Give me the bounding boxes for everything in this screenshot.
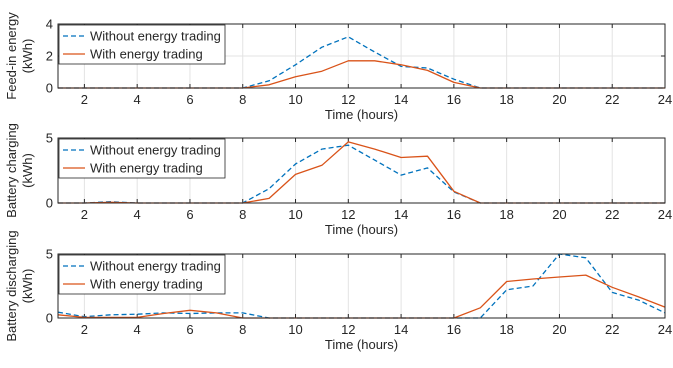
x-tick-label: 24 [658,207,672,222]
axes-box [57,23,666,89]
y-axis-unit: (kWh) [20,153,35,188]
x-tick-label: 12 [341,207,355,222]
x-tick-label: 4 [134,207,141,222]
legend-label: With energy trading [90,47,203,62]
x-tick-label: 10 [288,322,302,337]
x-tick-label: 14 [394,207,408,222]
x-tick-label: 8 [239,92,246,107]
x-tick-label: 16 [447,92,461,107]
x-tick-label: 20 [552,322,566,337]
x-tick-label: 10 [288,92,302,107]
x-axis-label: Time (hours) [325,107,398,122]
x-tick-label: 4 [134,322,141,337]
y-axis-label: Battery charging [4,123,19,218]
x-tick-label: 18 [499,92,513,107]
x-tick-label: 12 [341,92,355,107]
x-tick-label: 16 [447,207,461,222]
y-axis-label: Battery discharging [4,230,19,341]
x-tick-label: 22 [605,92,619,107]
x-tick-label: 2 [81,322,88,337]
x-tick-label: 18 [499,207,513,222]
x-tick-label: 10 [288,207,302,222]
y-axis-label: Feed-in energy [4,12,19,100]
x-tick-label: 6 [186,322,193,337]
x-tick-label: 2 [81,207,88,222]
x-tick-label: 24 [658,92,672,107]
y-tick-label: 0 [46,311,53,326]
y-tick-label: 5 [46,131,53,146]
x-tick-label: 6 [186,207,193,222]
x-tick-label: 8 [239,207,246,222]
legend-label: With energy trading [90,277,203,292]
x-tick-label: 12 [341,322,355,337]
x-tick-label: 20 [552,207,566,222]
y-tick-label: 2 [46,49,53,64]
y-tick-label: 0 [46,81,53,96]
x-tick-label: 22 [605,207,619,222]
legend-label: Without energy trading [90,259,221,274]
x-tick-label: 16 [447,322,461,337]
x-tick-label: 6 [186,92,193,107]
y-tick-label: 0 [46,196,53,211]
x-tick-label: 18 [499,322,513,337]
legend-box [58,254,226,295]
y-axis-unit: (kWh) [20,269,35,304]
legend-box [58,138,226,179]
y-axis-unit: (kWh) [20,39,35,74]
x-tick-label: 24 [658,322,672,337]
x-tick-label: 22 [605,322,619,337]
legend-label: With energy trading [90,161,203,176]
x-tick-label: 20 [552,92,566,107]
x-tick-label: 4 [134,92,141,107]
legend-label: Without energy trading [90,143,221,158]
y-tick-label: 4 [46,17,53,32]
x-axis-label: Time (hours) [325,222,398,237]
series-line-without-trading [58,144,665,204]
x-tick-label: 8 [239,322,246,337]
x-tick-label: 14 [394,92,408,107]
x-tick-label: 14 [394,322,408,337]
axes-box [57,137,666,204]
legend-box [58,24,226,65]
x-axis-label: Time (hours) [325,337,398,352]
legend-label: Without energy trading [90,29,221,44]
y-tick-label: 5 [46,247,53,262]
x-tick-label: 2 [81,92,88,107]
axes-box [57,253,666,319]
